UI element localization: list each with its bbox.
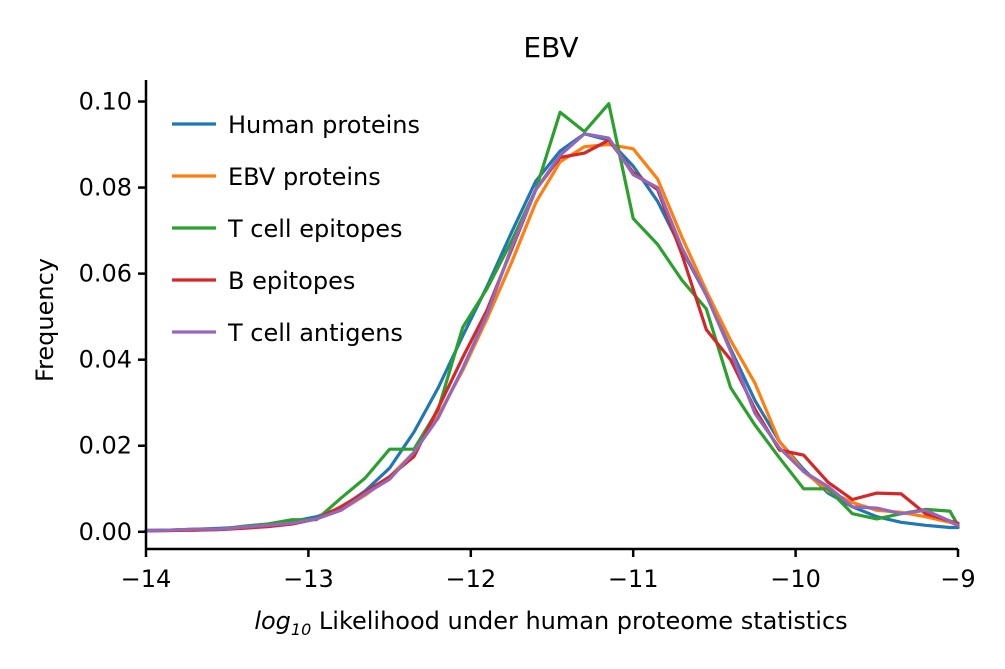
legend-label: T cell antigens [227,319,403,347]
y-tick-label: 0.00 [79,518,132,546]
legend-label: EBV proteins [228,163,381,191]
x-axis-title-text: Likelihood under human proteome statisti… [319,607,848,635]
y-tick-label: 0.10 [79,88,132,116]
x-axis-title: log10 Likelihood under human proteome st… [254,607,847,639]
y-tick-label: 0.06 [79,260,132,288]
legend-label: Human proteins [228,111,420,139]
legend: Human proteins EBV proteins T cell epitope… [172,111,420,347]
y-tick-label: 0.02 [79,432,132,460]
y-tick-label: 0.04 [79,346,132,374]
series-line-t-cell-epitopes [144,102,960,533]
legend-label: T cell epitopes [227,215,402,243]
x-tick-label: −9 [940,565,975,593]
x-tick-label: −13 [283,565,334,593]
x-axis-title-log: log [254,607,291,635]
series-layer [144,102,960,533]
x-axis-ticks: −14 −13 −12 −11 −10 −9 [121,549,976,593]
x-tick-label: −14 [121,565,172,593]
chart-title: EBV [523,31,578,64]
y-axis-title: Frequency [31,258,59,382]
x-tick-label: −11 [608,565,659,593]
x-tick-label: −10 [770,565,821,593]
x-tick-label: −12 [445,565,496,593]
legend-label: B epitopes [228,267,355,295]
x-axis-title-subscript: 10 [291,620,311,639]
y-axis-ticks: 0.00 0.02 0.04 0.06 0.08 0.10 [79,88,146,546]
series-line-t-cell-antigens [144,132,960,533]
y-tick-label: 0.08 [79,174,132,202]
x-axis-title-spacer [311,607,319,635]
